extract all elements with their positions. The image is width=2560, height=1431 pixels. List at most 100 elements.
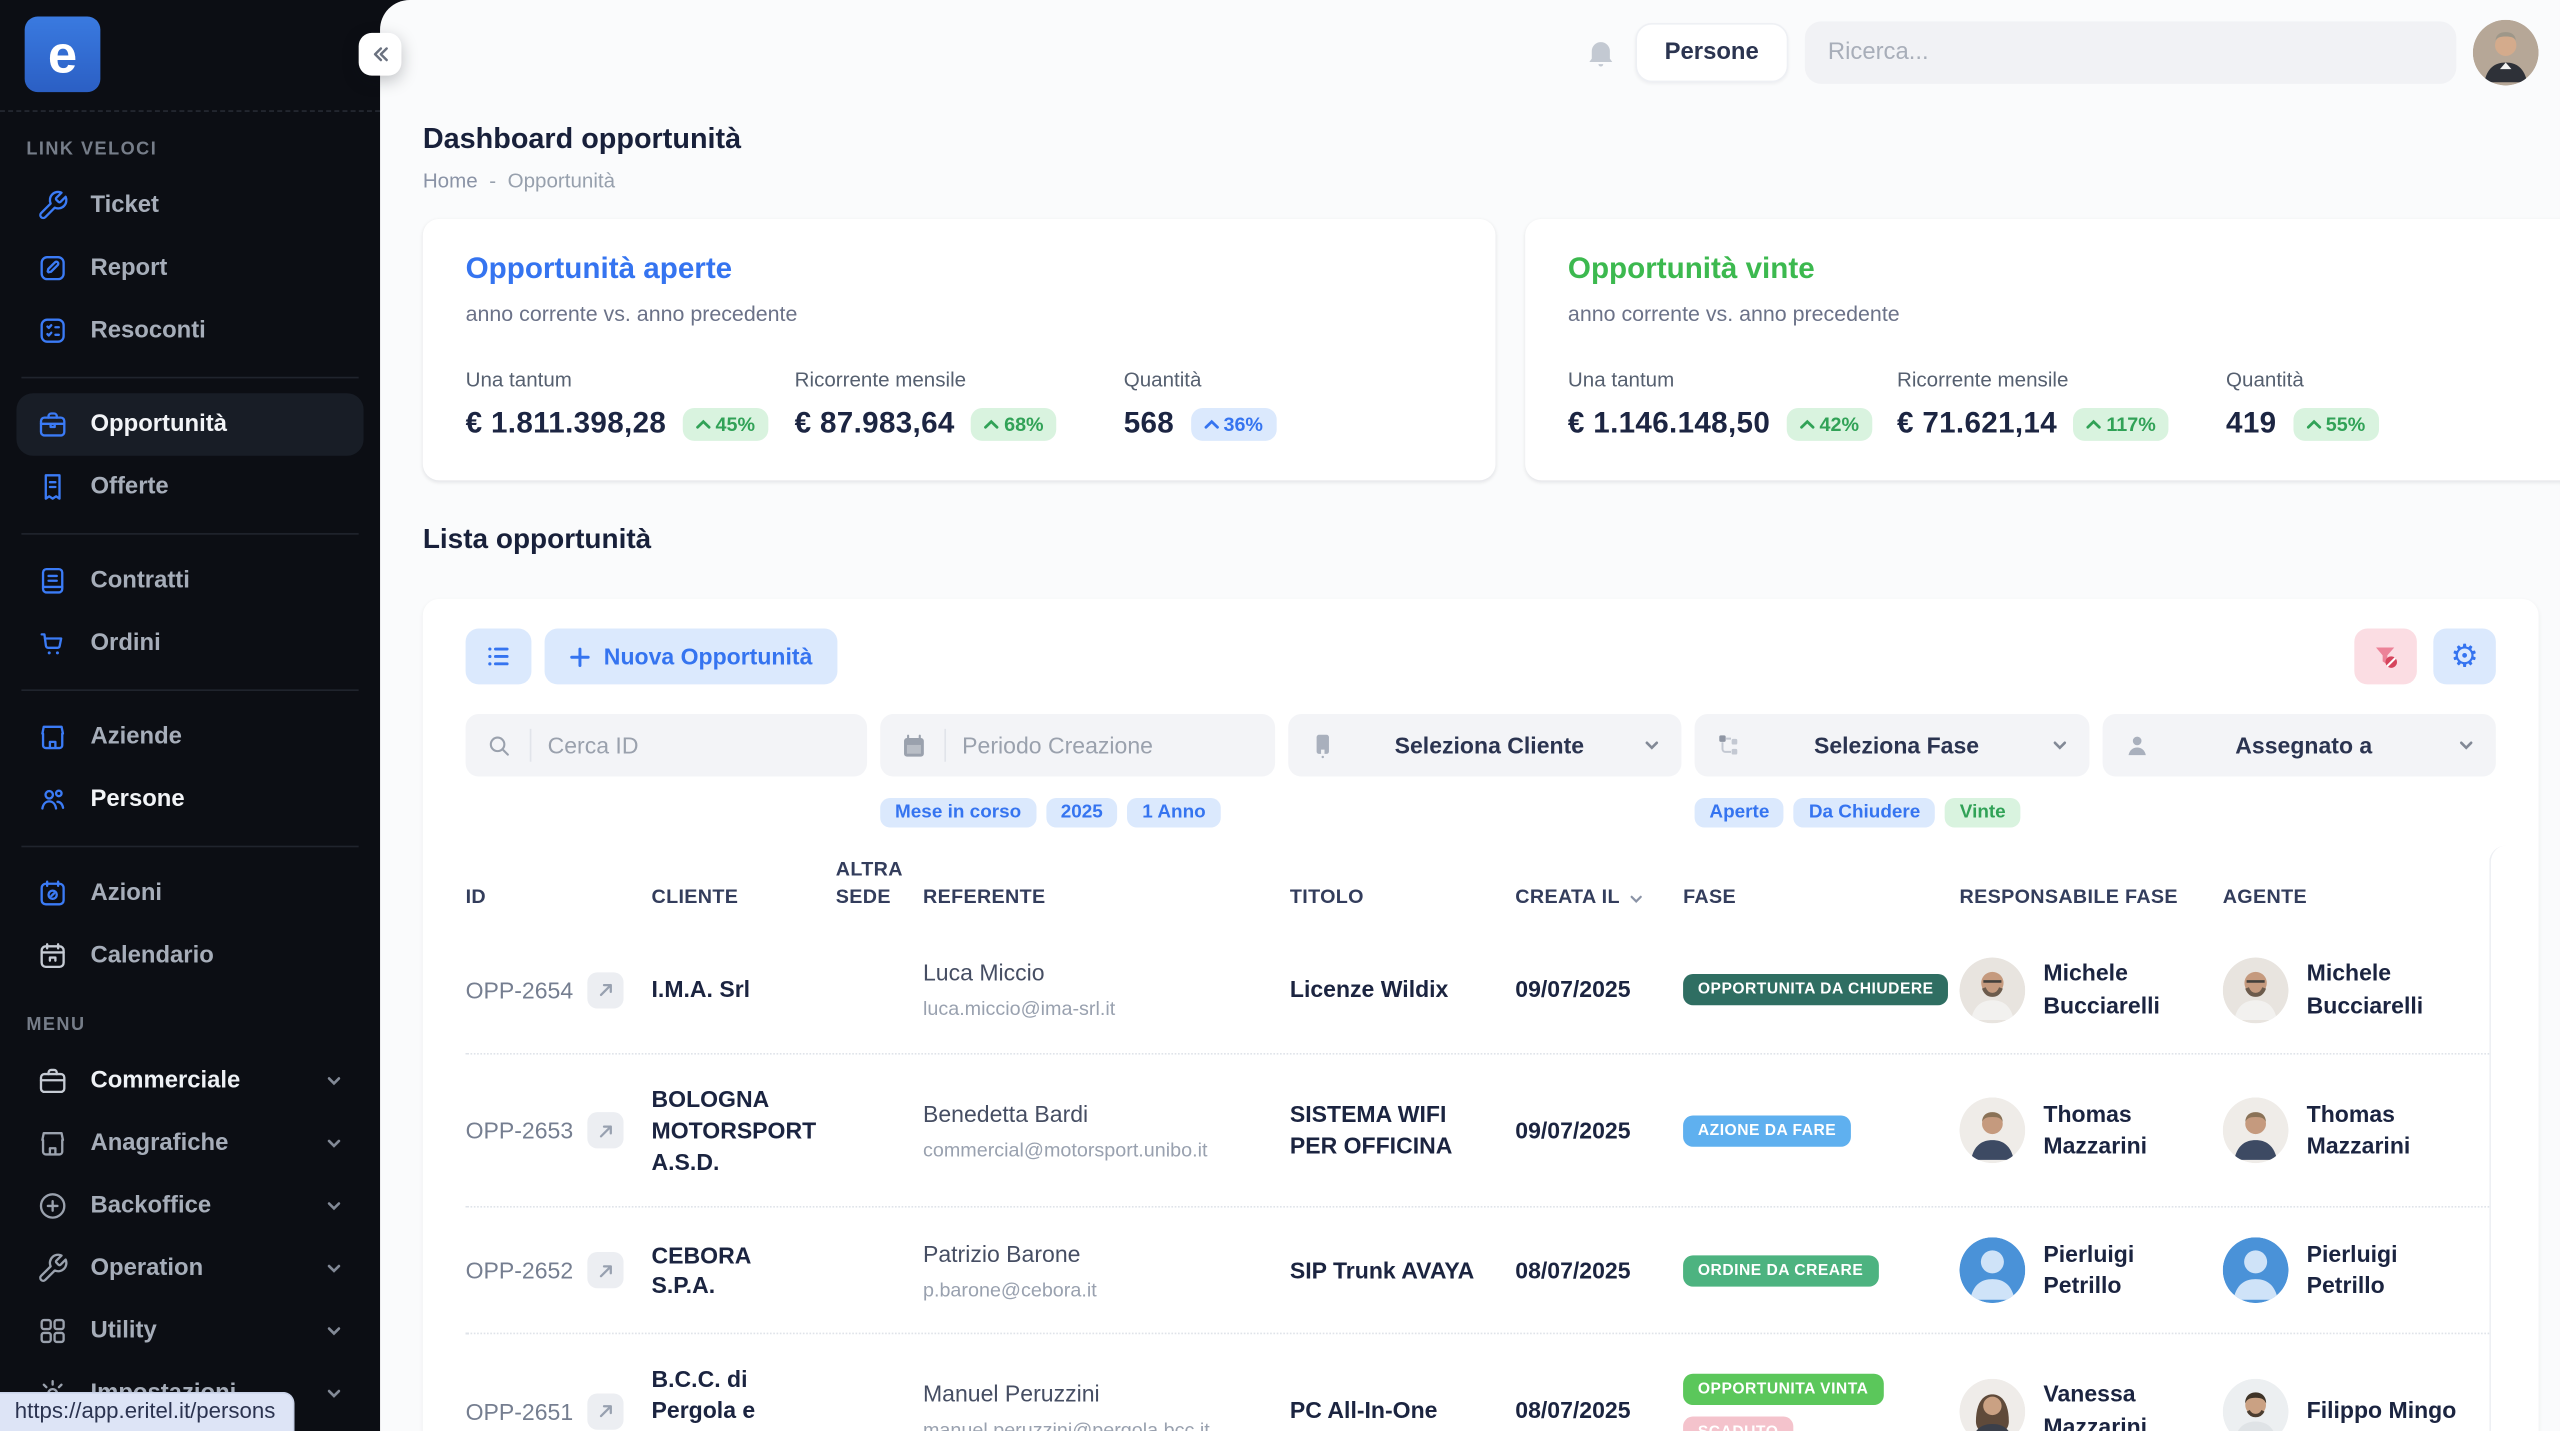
clear-filters-button[interactable] xyxy=(2354,628,2417,685)
sidebar-item-utility[interactable]: Utility xyxy=(16,1300,363,1363)
topbar: Persone xyxy=(423,0,2539,105)
col-fase: FASE xyxy=(1683,885,1736,909)
responsabile-avatar xyxy=(1959,1097,2026,1164)
assignee-select-value: Assegnato a xyxy=(2235,732,2373,759)
chevron-down-icon xyxy=(324,1321,344,1341)
sidebar-collapse-button[interactable] xyxy=(358,32,402,76)
period-field[interactable] xyxy=(880,714,1275,777)
delta-badge: 45% xyxy=(682,407,769,441)
phase-select[interactable]: Seleziona Fase xyxy=(1694,714,2089,777)
chip-vinte[interactable]: Vinte xyxy=(1944,797,2021,828)
stat-ricorrente: Ricorrente mensile € 87.983,64 68% xyxy=(795,369,1124,441)
stat-value: 568 xyxy=(1123,406,1175,440)
plus-circle-icon xyxy=(36,1190,69,1223)
persone-context-button[interactable]: Persone xyxy=(1634,23,1789,83)
chevron-down-icon xyxy=(1642,735,1662,755)
sidebar-item-label: Utility xyxy=(90,1317,157,1345)
col-agente: AGENTE xyxy=(2222,885,2307,909)
app-logo[interactable]: e xyxy=(24,16,101,93)
agente-cell: Michele Bucciarelli xyxy=(2222,957,2496,1023)
chip-1-anno[interactable]: 1 Anno xyxy=(1127,797,1221,828)
sidebar-item-opportunita[interactable]: Opportunità xyxy=(16,393,364,456)
delta-badge: 68% xyxy=(971,407,1057,441)
chip-aperte[interactable]: Aperte xyxy=(1694,797,1785,828)
titolo-cell: PC All-In-One xyxy=(1289,1397,1438,1424)
breadcrumb-home[interactable]: Home xyxy=(422,169,478,193)
sidebar-item-ordini[interactable]: Ordini xyxy=(16,612,363,675)
period-input[interactable] xyxy=(962,732,1255,759)
open-opportunity-icon[interactable] xyxy=(587,1252,625,1289)
chip-mese-in-corso[interactable]: Mese in corso xyxy=(880,797,1037,828)
global-search[interactable] xyxy=(1804,21,2457,84)
table-row[interactable]: OPP-2653 BOLOGNA MOTORSPORT A.S.D. Bened… xyxy=(465,1054,2496,1209)
sidebar-item-resoconti[interactable]: Resoconti xyxy=(16,299,363,362)
new-opportunity-button[interactable]: Nuova Opportunità xyxy=(544,628,838,685)
browser-status-url: https://app.eritel.it/persons xyxy=(0,1391,296,1431)
chip-2025[interactable]: 2025 xyxy=(1045,797,1118,828)
stat-ricorrente: Ricorrente mensile € 71.621,14 117% xyxy=(1897,369,2226,441)
caret-up-icon xyxy=(984,418,999,428)
opportunity-table-card: Nuova Opportunità ⚙ xyxy=(422,598,2539,1431)
titolo-cell: Licenze Wildix xyxy=(1289,976,1449,1003)
col-cliente: CLIENTE xyxy=(651,885,739,909)
phase-select-value: Seleziona Fase xyxy=(1813,732,1980,759)
card-opportunita-aperte: Opportunità aperte anno corrente vs. ann… xyxy=(422,218,1496,481)
search-input[interactable] xyxy=(1827,39,2434,66)
sidebar-item-label: Calendario xyxy=(90,942,214,970)
sidebar-item-label: Report xyxy=(90,255,168,282)
sidebar-item-backoffice[interactable]: Backoffice xyxy=(16,1175,363,1238)
open-opportunity-icon[interactable] xyxy=(587,1112,625,1149)
sidebar-item-label: Resoconti xyxy=(90,317,206,344)
referente-cell: Luca Miccio luca.miccio@ima-srl.it xyxy=(922,959,1116,1021)
sidebar-item-label: Persone xyxy=(90,786,185,813)
table-row[interactable]: OPP-2654 I.M.A. Srl Luca Miccio luca.mic… xyxy=(465,928,2496,1055)
col-creata-il[interactable]: CREATA IL xyxy=(1515,884,1683,913)
chip-da-chiudere[interactable]: Da Chiudere xyxy=(1794,797,1936,828)
table-row[interactable]: OPP-2652 CEBORA S.P.A. Patrizio Barone p… xyxy=(465,1208,2496,1336)
briefcase-icon xyxy=(36,1064,69,1097)
search-id-input[interactable] xyxy=(547,732,848,759)
page-title: Dashboard opportunità xyxy=(422,121,742,155)
caret-up-icon xyxy=(696,418,711,428)
list-view-button[interactable] xyxy=(465,628,532,685)
sidebar-item-operation[interactable]: Operation xyxy=(16,1237,363,1300)
sidebar-item-anagrafiche[interactable]: Anagrafiche xyxy=(16,1112,363,1175)
client-select[interactable]: Seleziona Cliente xyxy=(1287,714,1682,777)
responsabile-avatar xyxy=(1959,957,2026,1023)
sidebar-item-label: Anagrafiche xyxy=(90,1130,229,1157)
fase-cell: AZIONE DA FARE xyxy=(1683,1114,1959,1147)
agente-avatar xyxy=(2222,957,2289,1023)
cliente-cell: I.M.A. Srl xyxy=(651,976,751,1003)
sidebar-item-calendario[interactable]: Calendario xyxy=(16,925,363,988)
sidebar-item-offerte[interactable]: Offerte xyxy=(16,456,363,519)
sidebar-item-ticket[interactable]: Ticket xyxy=(16,174,363,237)
agente-cell: Thomas Mazzarini xyxy=(2222,1097,2496,1164)
list-icon xyxy=(484,642,514,672)
stat-quantita: Quantità 568 36% xyxy=(1124,369,1453,441)
table-settings-button[interactable]: ⚙ xyxy=(2433,628,2496,685)
responsabile-cell: Thomas Mazzarini xyxy=(1959,1097,2222,1164)
contract-icon xyxy=(36,564,69,597)
open-opportunity-icon[interactable] xyxy=(587,1393,625,1430)
user-avatar[interactable] xyxy=(2472,19,2539,86)
delta-badge: 42% xyxy=(1786,407,1873,441)
sidebar-nav: LINK VELOCI Ticket Report Resoconti Oppo… xyxy=(0,140,380,1425)
sidebar-item-persone[interactable]: Persone xyxy=(16,768,363,831)
search-id-field[interactable] xyxy=(465,714,868,777)
open-opportunity-icon[interactable] xyxy=(587,971,625,1009)
sidebar-item-azioni[interactable]: Azioni xyxy=(16,862,363,925)
sidebar-item-report[interactable]: Report xyxy=(16,237,363,300)
table-row[interactable]: OPP-2651 B.C.C. di Pergola e Corinaldo M… xyxy=(466,1335,2496,1431)
stat-value: € 87.983,64 xyxy=(794,406,955,440)
sidebar-logo-row: e xyxy=(0,0,381,112)
assignee-select[interactable]: Assegnato a xyxy=(2101,714,2496,777)
fase-cell: OPPORTUNITA DA CHIUDERE xyxy=(1683,974,1959,1006)
creata-il-cell: 08/07/2025 xyxy=(1515,1397,1631,1424)
sidebar-item-commerciale[interactable]: Commerciale xyxy=(16,1050,363,1113)
sidebar-item-aziende[interactable]: Aziende xyxy=(16,706,363,769)
sidebar-item-contratti[interactable]: Contratti xyxy=(16,550,363,613)
stat-value: € 71.621,14 xyxy=(1896,406,2058,440)
person-icon xyxy=(2122,730,2152,760)
bell-icon[interactable] xyxy=(1582,35,1618,71)
caret-up-icon xyxy=(1800,418,1815,428)
